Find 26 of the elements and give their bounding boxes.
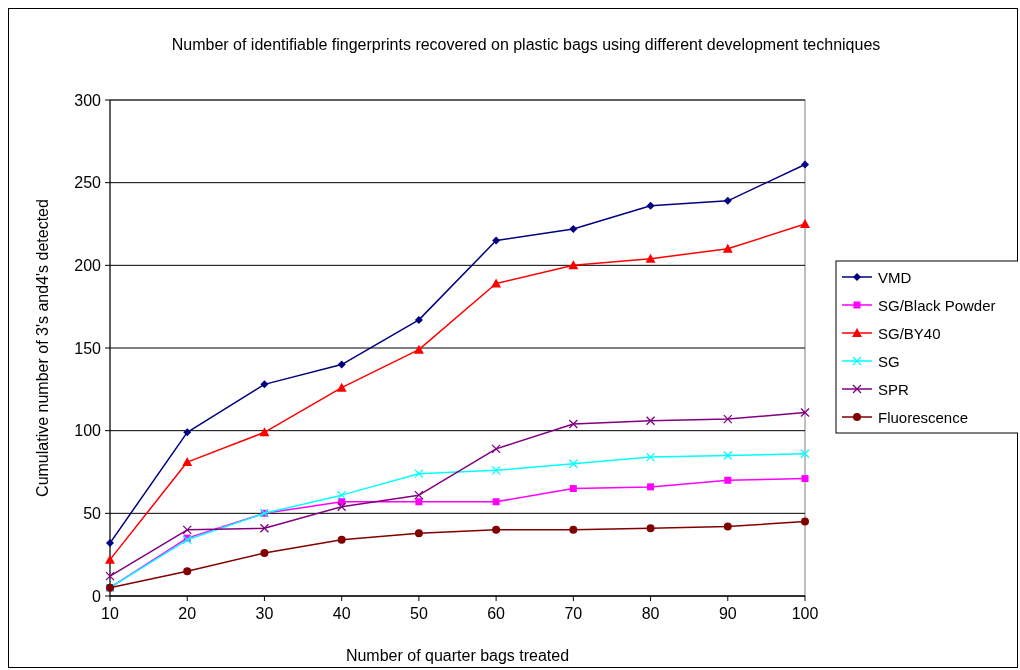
x-tick-label: 80 bbox=[641, 605, 660, 622]
legend-label: Fluorescence bbox=[878, 408, 969, 426]
x-tick-label: 60 bbox=[487, 605, 506, 622]
y-tick-label: 200 bbox=[74, 256, 102, 274]
x-tick-label: 90 bbox=[718, 605, 737, 622]
x-axis-title: Number of quarter bags treated bbox=[345, 647, 570, 664]
y-tick-label: 150 bbox=[74, 339, 102, 357]
x-tick-label: 40 bbox=[332, 605, 351, 622]
x-tick-label: 70 bbox=[564, 605, 583, 622]
x-tick-label: 50 bbox=[409, 605, 428, 622]
x-tick-label: 100 bbox=[791, 605, 819, 622]
y-tick-label: 250 bbox=[74, 174, 102, 192]
y-tick-label: 300 bbox=[74, 91, 102, 109]
x-tick-label: 10 bbox=[101, 605, 119, 622]
y-tick-label: 0 bbox=[92, 587, 102, 605]
chart-title: Number of identifiable fingerprints recovered on plastic bags using different development techniques bbox=[171, 36, 881, 53]
y-axis-title: Cumulative number of 3's and4's detected bbox=[34, 199, 51, 497]
x-tick-label: 30 bbox=[255, 605, 274, 622]
legend-label: VMD bbox=[878, 268, 912, 286]
legend-label: SG/Black Powder bbox=[878, 296, 996, 314]
legend-label: SG bbox=[878, 352, 900, 370]
legend-label: SPR bbox=[878, 380, 910, 398]
y-tick-label: 50 bbox=[83, 504, 102, 522]
y-tick-label: 100 bbox=[74, 422, 102, 440]
x-tick-label: 20 bbox=[178, 605, 197, 622]
legend-label: SG/BY40 bbox=[878, 324, 941, 342]
